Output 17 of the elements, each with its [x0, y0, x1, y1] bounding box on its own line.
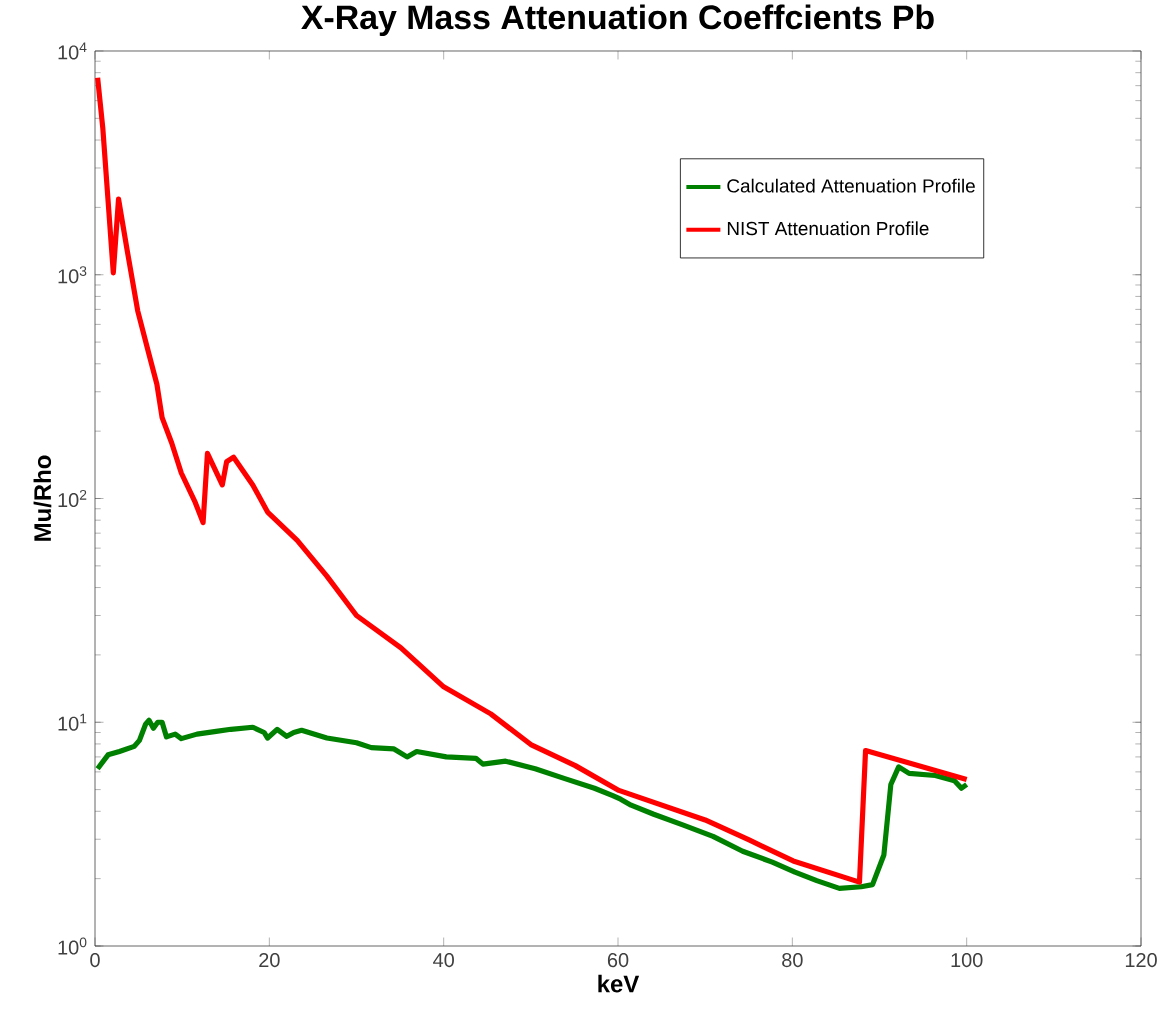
- chart-title: X-Ray Mass Attenuation Coeffcients Pb: [301, 4, 934, 36]
- x-tick-label: 20: [259, 953, 280, 968]
- y-tick-label: 10$^{1}$: [58, 713, 87, 731]
- y-tick-label: 10$^{4}$: [58, 42, 87, 60]
- x-tick-label: 60: [607, 953, 629, 968]
- y-tick-label: 10$^{3}$: [58, 266, 87, 284]
- legend-label: Calculated Attenuation Profile: [727, 178, 975, 193]
- x-tick-label: 120: [1125, 953, 1157, 968]
- x-tick-label: 40: [433, 953, 454, 968]
- legend-label: NIST Attenuation Profile: [727, 221, 929, 236]
- y-tick-label: 10$^{0}$: [58, 937, 87, 955]
- y-tick-label: 10$^{2}$: [58, 489, 87, 508]
- y-axis-title: Mu/Rho: [33, 455, 52, 541]
- x-tick-label: 100: [951, 953, 983, 968]
- x-tick-label: 80: [782, 953, 803, 968]
- x-tick-label: 0: [90, 953, 100, 968]
- x-axis-title: keV: [598, 974, 640, 993]
